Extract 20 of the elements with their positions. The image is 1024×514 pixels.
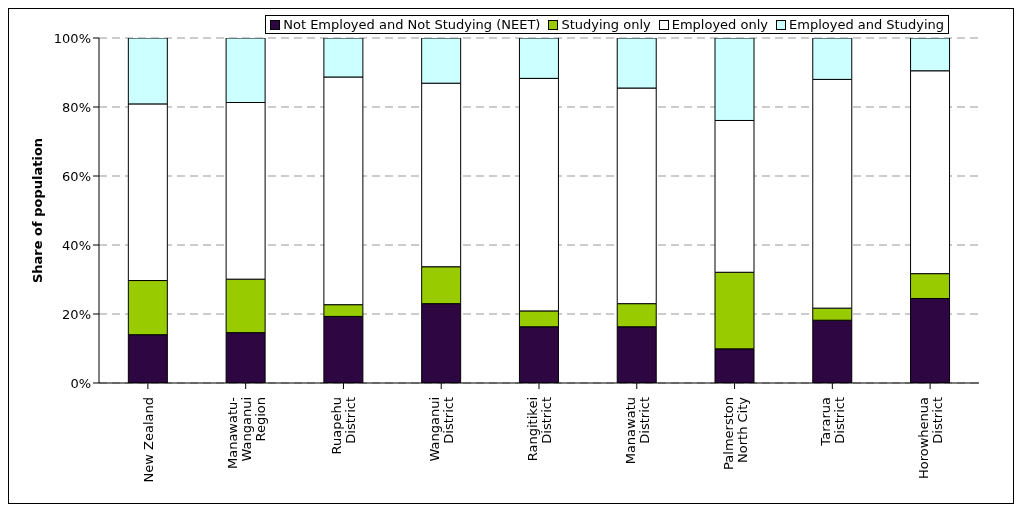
x-tick-label: Manawatu District	[622, 397, 652, 465]
y-tick-label: 100%	[53, 30, 91, 46]
legend-label: Employed and Studying	[788, 17, 944, 32]
y-tick-label: 40%	[62, 237, 91, 253]
y-axis-title: Share of population	[29, 137, 45, 284]
x-tick-label: Rangitikei District	[525, 397, 554, 462]
x-tick-label: Horowhenua District	[916, 397, 946, 480]
y-tick-label: 0%	[70, 375, 91, 391]
x-tick-label: Wanganui District	[427, 397, 457, 462]
legend-label: Not Employed and Not Studying (NEET)	[282, 17, 541, 32]
y-tick-label: 20%	[62, 306, 91, 322]
legend-label: Studying only	[560, 17, 651, 32]
x-tick-label: Palmerston North City	[720, 396, 750, 470]
legend-label: Employed only	[670, 17, 768, 32]
y-tick-label: 80%	[62, 99, 91, 115]
x-tick-label: Tararua District	[818, 397, 848, 447]
x-tick-label: Manawatu-Wanganui Region	[224, 396, 268, 470]
x-tick-label: Ruapehu District	[329, 397, 359, 455]
y-tick-label: 60%	[62, 168, 91, 184]
x-tick-label: New Zealand	[140, 397, 156, 483]
